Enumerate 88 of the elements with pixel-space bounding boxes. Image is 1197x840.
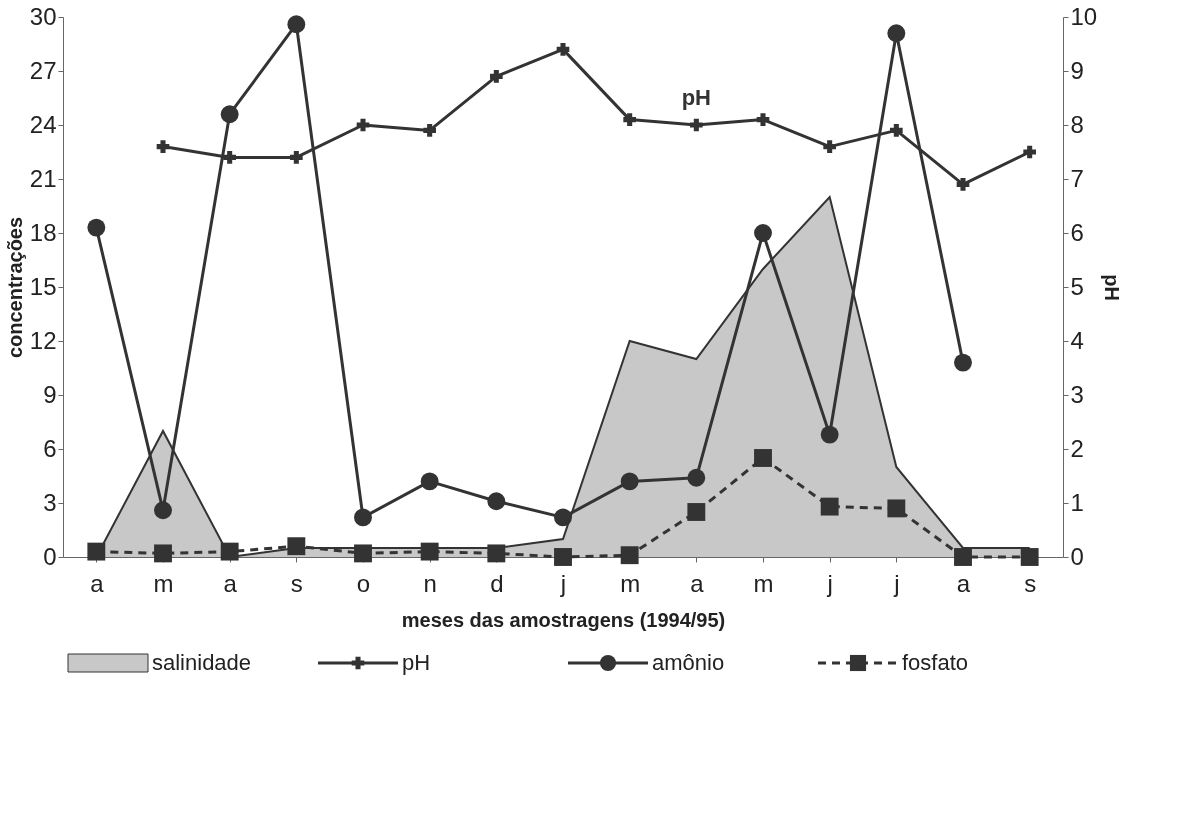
y-tick-label: 12: [29, 326, 57, 354]
y-tick-label: 27: [29, 56, 57, 84]
x-tick-label: s: [290, 569, 303, 597]
y2-tick-label: 0: [1070, 542, 1084, 570]
point: [290, 151, 303, 164]
point: [223, 151, 236, 164]
point: [956, 178, 970, 191]
y2-tick-label: 1: [1070, 488, 1084, 516]
y-tick-label: 24: [29, 110, 57, 138]
point: [1023, 145, 1036, 159]
x-tick-label: s: [1024, 569, 1037, 597]
point: [423, 124, 436, 137]
y2-tick-label: 10: [1070, 2, 1098, 30]
point: [87, 218, 106, 237]
point: [220, 105, 239, 124]
x-tick-label: j: [559, 569, 567, 597]
y-tick-label: 30: [29, 2, 57, 30]
point: [820, 497, 839, 516]
point: [620, 472, 639, 491]
point: [420, 472, 439, 491]
x-tick-label: a: [223, 569, 238, 597]
point: [87, 542, 106, 561]
point: [354, 544, 372, 563]
point: [554, 548, 572, 566]
x-axis-title: meses das amostragens (1994/95): [401, 608, 726, 631]
point: [954, 548, 972, 566]
x-tick-label: m: [620, 569, 641, 597]
point: [620, 546, 639, 565]
point: [690, 118, 703, 132]
point: [823, 140, 836, 153]
point: [220, 542, 239, 561]
annotation: pH: [681, 85, 711, 110]
point: [820, 425, 839, 444]
y2-tick-label: 9: [1070, 56, 1084, 84]
y-tick-label: 6: [43, 434, 57, 462]
point: [754, 224, 772, 242]
y2-tick-label: 4: [1070, 326, 1084, 354]
point: [687, 503, 706, 521]
point: [487, 544, 506, 563]
y-tick-label: 0: [43, 542, 57, 570]
y2-tick-label: 7: [1070, 164, 1084, 192]
point: [754, 449, 772, 467]
y2-tick-label: 8: [1070, 110, 1084, 138]
y2-tick-label: 2: [1070, 434, 1084, 462]
x-tick-label: a: [90, 569, 105, 597]
y2-tick-label: 6: [1070, 218, 1084, 246]
point: [287, 537, 306, 556]
point: [154, 544, 172, 563]
point: [554, 508, 572, 527]
legend-label: fosfato: [902, 650, 969, 675]
y-axis-title: concentrações: [3, 216, 26, 359]
y-tick-label: 15: [29, 272, 57, 300]
point: [420, 542, 439, 561]
point: [887, 24, 906, 43]
x-tick-label: j: [826, 569, 833, 597]
point: [556, 43, 570, 56]
point: [890, 124, 903, 137]
legend-label: amônio: [652, 650, 725, 675]
x-tick-label: m: [753, 569, 774, 597]
y2-tick-label: 3: [1070, 380, 1084, 408]
x-tick-label: m: [153, 569, 174, 597]
y-tick-label: 9: [43, 380, 57, 408]
point: [154, 501, 172, 520]
x-tick-label: n: [423, 569, 437, 597]
x-tick-label: d: [490, 569, 504, 597]
legend-label: salinidade: [152, 650, 252, 675]
point: [356, 118, 370, 132]
x-tick-label: o: [356, 569, 371, 597]
x-tick-label: a: [690, 569, 705, 597]
point: [623, 113, 636, 126]
y2-tick-label: 5: [1070, 272, 1084, 300]
legend-label: pH: [402, 650, 431, 675]
point: [887, 499, 906, 518]
y-tick-label: 21: [29, 164, 57, 192]
point: [756, 113, 770, 126]
point: [1020, 548, 1039, 566]
point: [487, 492, 506, 511]
point: [156, 140, 170, 153]
point: [287, 15, 306, 34]
point: [687, 468, 706, 487]
y2-axis-title: pH: [1101, 274, 1124, 301]
y-tick-label: 3: [43, 488, 57, 516]
point: [954, 353, 972, 372]
point: [490, 70, 503, 83]
point: [354, 508, 372, 527]
x-tick-label: j: [893, 569, 900, 597]
x-tick-label: a: [956, 569, 971, 597]
y-tick-label: 18: [29, 218, 57, 246]
